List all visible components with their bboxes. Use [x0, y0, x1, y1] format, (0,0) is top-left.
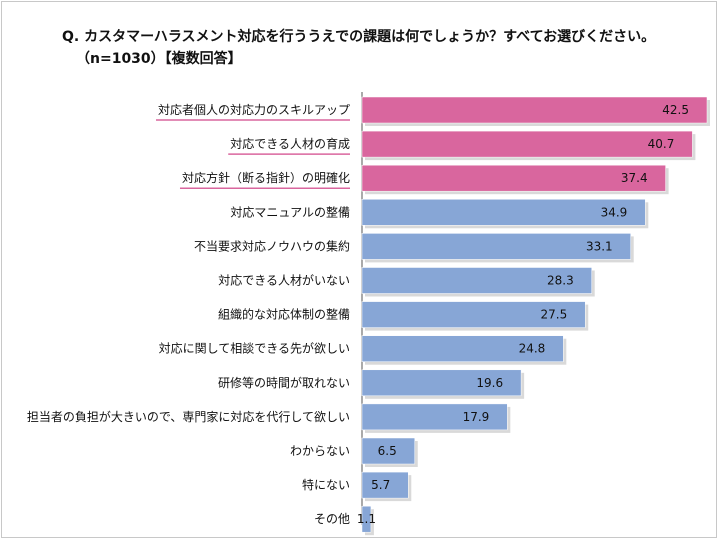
value-label: 27.5: [541, 308, 568, 322]
bar: [361, 471, 409, 499]
value-label: 42.5: [662, 103, 689, 117]
bar: [361, 335, 564, 362]
value-label: 24.8: [519, 342, 546, 356]
value-label: 40.7: [648, 137, 675, 151]
category-label: わからない: [290, 444, 350, 458]
value-label: 28.3: [547, 274, 574, 288]
bar: [361, 505, 372, 533]
bar: [361, 437, 416, 465]
value-label: 6.5: [378, 444, 397, 458]
bar: [361, 96, 708, 124]
bar: [361, 301, 586, 328]
category-label: 対応に関して相談できる先が欲しい: [159, 341, 350, 356]
category-label: 対応できる人材の育成: [230, 136, 350, 151]
bar: [361, 199, 646, 226]
category-label: 特にない: [302, 477, 350, 492]
bar: [361, 267, 592, 294]
category-label: 対応者個人の対応力のスキルアップ: [158, 103, 350, 117]
category-label: 組織的な対応体制の整備: [218, 307, 350, 322]
value-label: 17.9: [463, 410, 490, 424]
category-label: 担当者の負担が大きいので、専門家に対応を代行して欲しい: [27, 409, 350, 424]
bar: [361, 403, 508, 431]
value-label: 33.1: [586, 239, 613, 253]
chart-title: Q. カスタマーハラスメント対応を行ううえでの課題は何でしょうか？すべてお選びく…: [62, 29, 656, 45]
category-label: その他: [314, 512, 350, 526]
bar: [361, 164, 666, 192]
value-label: 19.6: [476, 376, 503, 390]
bar: [361, 233, 631, 260]
value-label: 37.4: [621, 171, 648, 185]
value-label: 5.7: [371, 478, 390, 492]
category-label: 不当要求対応ノウハウの集約: [194, 238, 350, 253]
bar: [361, 369, 522, 397]
category-label: 対応マニュアルの整備: [230, 204, 350, 219]
bar: [361, 130, 693, 158]
category-label: 対応方針（断る指針）の明確化: [182, 170, 350, 185]
category-label: 対応できる人材がいない: [218, 273, 350, 288]
chart-subtitle: （n=1030）【複数回答】: [76, 51, 242, 67]
value-label: 34.9: [601, 205, 628, 219]
value-label: 1.1: [357, 512, 376, 526]
category-label: 研修等の時間が取れない: [218, 375, 350, 390]
